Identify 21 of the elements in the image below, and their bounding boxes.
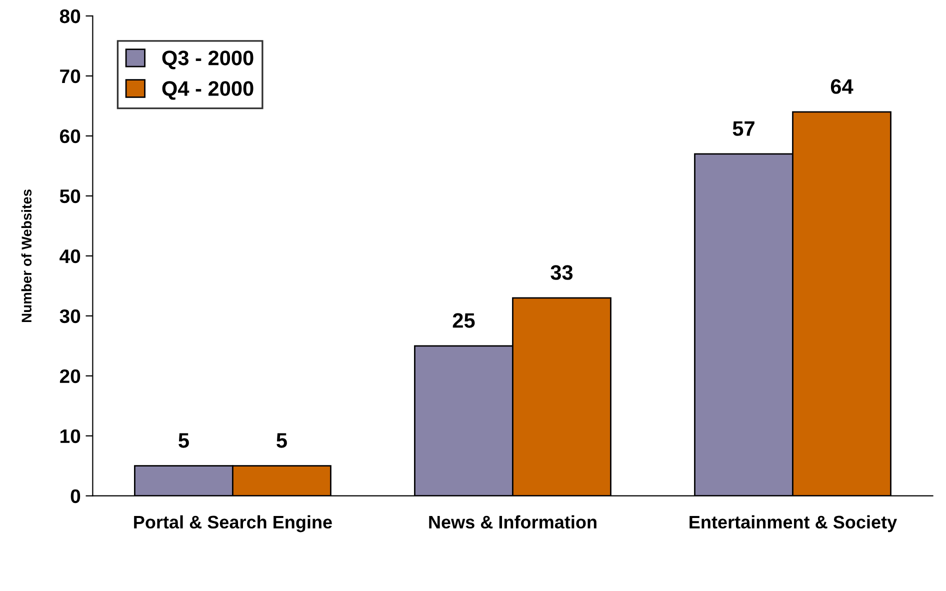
y-tick-label: 30 [60,309,80,324]
x-tick-label: Portal & Search Engine [134,515,332,532]
y-tick-label: 20 [60,369,80,384]
y-axis-title: Number of Websites [21,189,32,322]
data-label: 5 [276,433,287,448]
data-label: 64 [830,79,854,94]
data-label: 33 [550,265,573,280]
legend-label: Q3 - 2000 [162,50,254,70]
data-label: 5 [178,433,189,448]
y-tick-label: 60 [60,129,80,144]
y-tick-label: 80 [60,9,80,24]
x-tick-label: Entertainment & Society [690,515,897,532]
legend-label: Q4 - 2000 [162,81,254,100]
data-label: 57 [732,121,754,136]
y-tick-label: 0 [70,489,80,504]
y-tick-label: 50 [60,189,80,204]
x-tick-label: News & Information [429,515,596,529]
y-tick-label: 10 [60,429,80,444]
data-label: 25 [452,313,475,328]
y-tick-label: 40 [60,249,80,264]
y-tick-label: 70 [60,69,80,84]
